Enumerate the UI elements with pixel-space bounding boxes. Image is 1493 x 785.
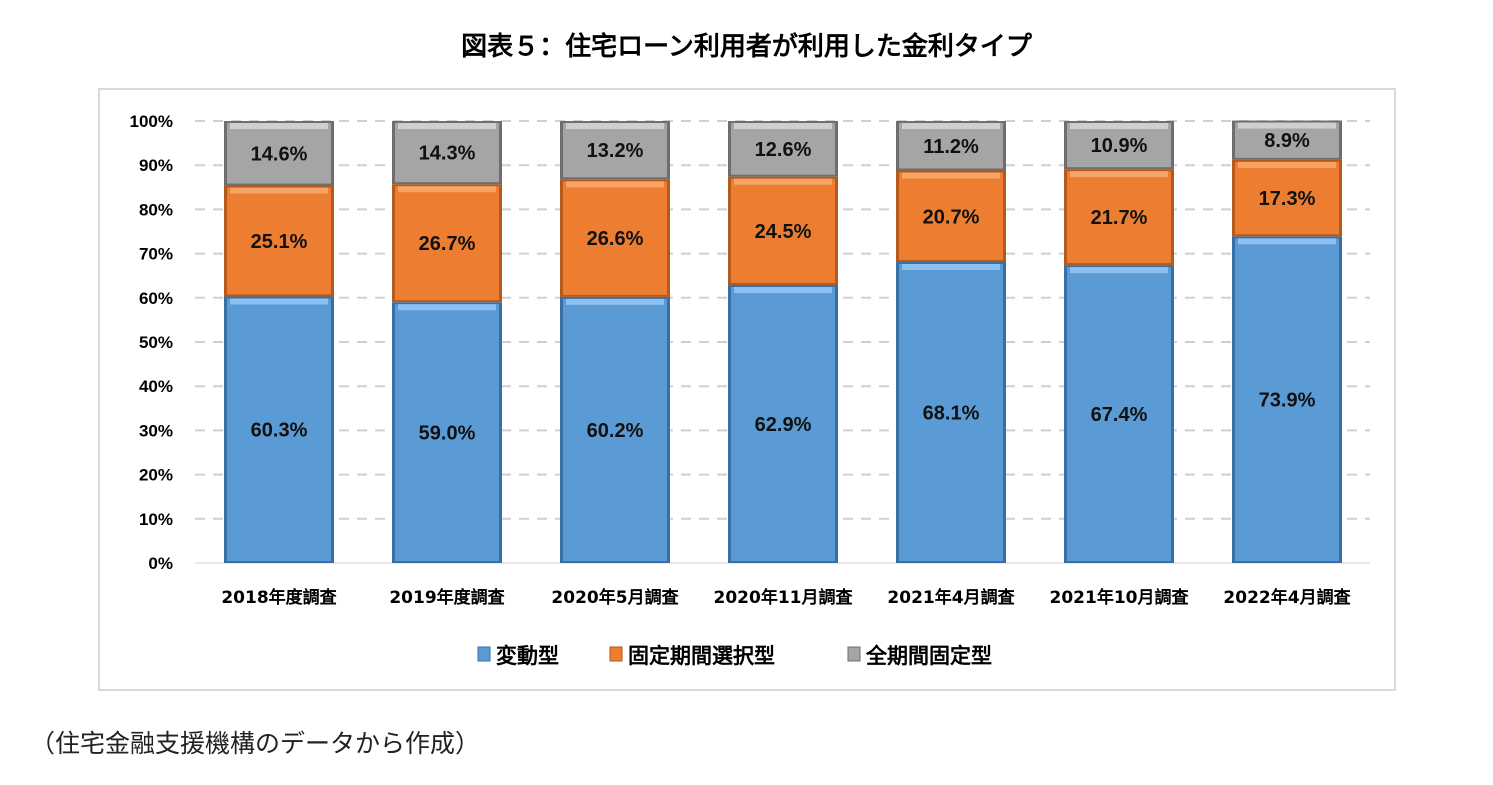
x-tick-label: 2020年5月調査 <box>551 587 679 608</box>
data-label: 17.3% <box>1259 188 1316 210</box>
bar-segment-highlight <box>1238 122 1336 129</box>
bar-segment-highlight <box>230 187 328 194</box>
data-label: 67.4% <box>1091 404 1148 426</box>
bar-segment-highlight <box>1238 161 1336 168</box>
data-label: 14.6% <box>251 143 308 165</box>
bar-segment-highlight <box>398 304 496 311</box>
x-tick-label: 2018年度調査 <box>221 587 337 608</box>
bar-segment-highlight <box>1070 267 1168 274</box>
y-tick-label: 70% <box>139 245 173 264</box>
bar-segment-face <box>899 123 1003 169</box>
data-label: 60.2% <box>587 420 644 442</box>
data-label: 8.9% <box>1264 130 1310 152</box>
bar-segment-face <box>731 123 835 175</box>
bar-segment-face <box>227 298 331 561</box>
bar-segment-highlight <box>230 298 328 305</box>
source-note: （住宅金融支援機構のデータから作成） <box>30 729 481 758</box>
data-label: 24.5% <box>755 221 812 243</box>
bar-segment-highlight <box>1070 123 1168 129</box>
x-tick-label: 2022年4月調査 <box>1223 587 1351 608</box>
bar-segment-highlight <box>566 298 664 305</box>
data-label: 26.7% <box>419 233 476 255</box>
legend-label: 変動型 <box>496 644 559 668</box>
bar-segment-highlight <box>734 286 832 293</box>
y-tick-label: 20% <box>139 466 173 485</box>
bar-segment-highlight <box>398 186 496 193</box>
legend-swatch <box>477 646 491 662</box>
bar-segment-highlight <box>734 178 832 185</box>
bar-segment-highlight <box>902 123 1000 129</box>
bar-segment-face <box>227 187 331 295</box>
bar-segment-highlight <box>1070 171 1168 178</box>
data-label: 13.2% <box>587 140 644 162</box>
chart-title: 図表５：住宅ローン利用者が利用した金利タイプ <box>461 32 1032 62</box>
data-label: 21.7% <box>1091 207 1148 229</box>
legend-label: 全期間固定型 <box>865 644 992 668</box>
y-tick-label: 40% <box>139 377 173 396</box>
x-tick-label: 2020年11月調査 <box>714 587 854 608</box>
bar-segment-face <box>1067 171 1171 264</box>
data-label: 26.6% <box>587 228 644 250</box>
legend-swatch <box>609 646 623 662</box>
bar-segment-highlight <box>902 172 1000 179</box>
data-label: 59.0% <box>419 423 476 445</box>
data-label: 12.6% <box>755 139 812 161</box>
bar-segment-highlight <box>902 263 1000 270</box>
data-label: 62.9% <box>755 414 812 436</box>
data-label: 11.2% <box>923 136 979 158</box>
y-tick-label: 100% <box>130 112 173 131</box>
bar-segment-face <box>563 123 667 178</box>
y-tick-label: 50% <box>139 333 173 352</box>
x-tick-label: 2021年4月調査 <box>887 587 1015 608</box>
y-tick-label: 30% <box>139 421 173 440</box>
data-label: 68.1% <box>923 402 980 424</box>
bar-segment-face <box>563 298 667 561</box>
data-label: 60.3% <box>251 420 308 442</box>
y-tick-label: 80% <box>139 200 173 219</box>
bar-segment-highlight <box>566 181 664 188</box>
bar-segment-highlight <box>1238 238 1336 245</box>
data-label: 73.9% <box>1259 390 1316 412</box>
y-tick-label: 10% <box>139 510 173 529</box>
data-label: 25.1% <box>251 231 308 253</box>
x-tick-label: 2021年10月調査 <box>1050 587 1190 608</box>
bar-segment-face <box>731 286 835 561</box>
bar-segment-highlight <box>566 123 664 129</box>
y-tick-label: 60% <box>139 289 173 308</box>
data-label: 14.3% <box>419 143 476 165</box>
bar-segment-face <box>1235 238 1339 561</box>
bar-segment-face <box>899 172 1003 260</box>
bar-segment-face <box>395 123 499 183</box>
bar-segment-face <box>395 304 499 561</box>
chart-frame <box>98 88 1396 691</box>
x-tick-label: 2019年度調査 <box>389 587 505 608</box>
bar-segment-face <box>1067 267 1171 561</box>
bar-segment-face <box>1067 123 1171 168</box>
bar-segment-face <box>899 263 1003 561</box>
bar-segment-face <box>563 181 667 295</box>
bar-segment-face <box>395 186 499 301</box>
legend-label: 固定期間選択型 <box>628 644 775 668</box>
bar-segment-face <box>227 123 331 184</box>
y-tick-label: 90% <box>139 156 173 175</box>
data-label: 20.7% <box>923 206 980 228</box>
bar-segment-highlight <box>734 123 832 129</box>
bar-segment-highlight <box>398 123 496 129</box>
bar-segment-highlight <box>230 123 328 129</box>
y-tick-label: 0% <box>148 554 173 573</box>
bar-segment-face <box>1235 161 1339 235</box>
bar-segment-face <box>731 178 835 283</box>
legend-swatch <box>847 646 861 662</box>
data-label: 10.9% <box>1091 135 1148 157</box>
